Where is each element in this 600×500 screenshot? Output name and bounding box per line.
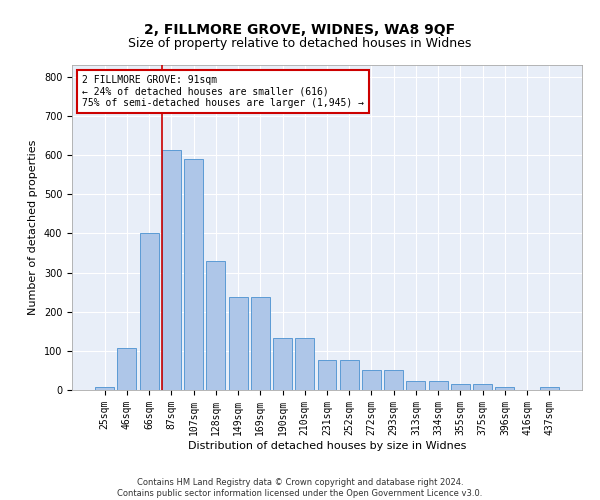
Bar	[473, 384, 492, 390]
Text: Contains HM Land Registry data © Crown copyright and database right 2024.
Contai: Contains HM Land Registry data © Crown c…	[118, 478, 482, 498]
Bar	[429, 382, 448, 390]
Bar	[384, 370, 403, 390]
Bar	[162, 150, 181, 390]
Y-axis label: Number of detached properties: Number of detached properties	[28, 140, 38, 315]
Bar	[340, 360, 359, 390]
Bar	[451, 384, 470, 390]
Bar	[118, 348, 136, 390]
Bar	[362, 370, 381, 390]
Bar	[140, 232, 158, 390]
Text: Size of property relative to detached houses in Widnes: Size of property relative to detached ho…	[128, 38, 472, 51]
Bar	[295, 338, 314, 390]
Bar	[540, 387, 559, 390]
Text: 2 FILLMORE GROVE: 91sqm
← 24% of detached houses are smaller (616)
75% of semi-d: 2 FILLMORE GROVE: 91sqm ← 24% of detache…	[82, 74, 364, 108]
X-axis label: Distribution of detached houses by size in Widnes: Distribution of detached houses by size …	[188, 440, 466, 450]
Bar	[206, 261, 225, 390]
Bar	[317, 360, 337, 390]
Bar	[184, 159, 203, 390]
Bar	[229, 297, 248, 390]
Bar	[496, 387, 514, 390]
Bar	[251, 297, 270, 390]
Bar	[273, 338, 292, 390]
Text: 2, FILLMORE GROVE, WIDNES, WA8 9QF: 2, FILLMORE GROVE, WIDNES, WA8 9QF	[145, 22, 455, 36]
Bar	[95, 387, 114, 390]
Bar	[406, 382, 425, 390]
